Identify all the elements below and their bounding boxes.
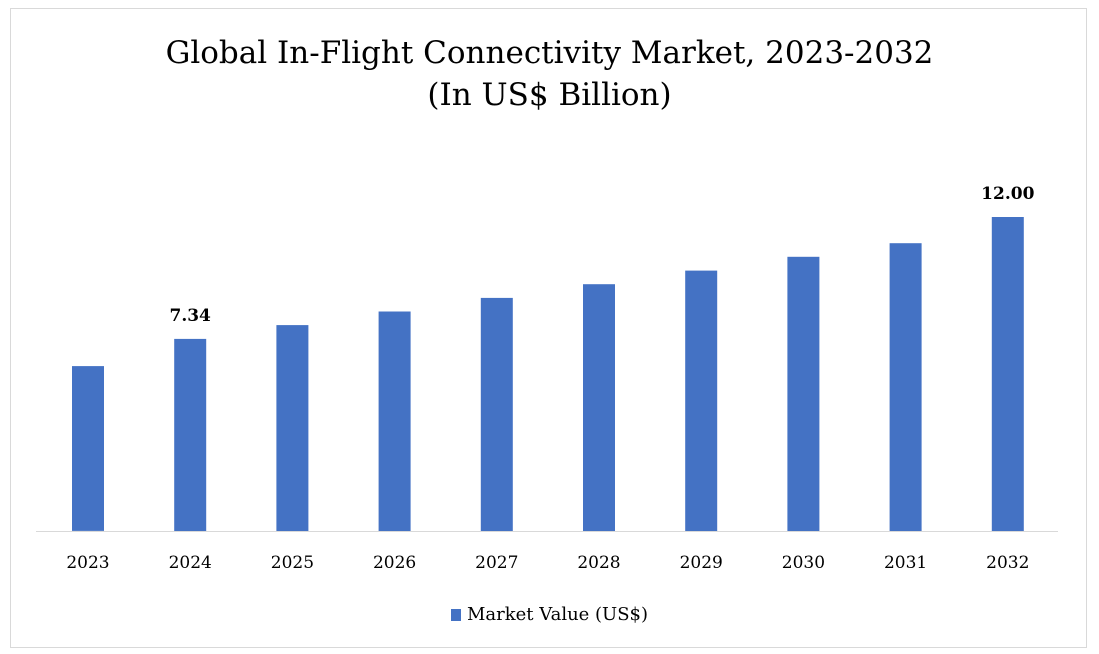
bar-2028 — [583, 284, 615, 531]
x-tick-label: 2027 — [475, 553, 518, 573]
bar-2027 — [480, 297, 513, 531]
data-label-2032: 12.00 — [981, 184, 1034, 204]
legend-swatch — [450, 609, 461, 621]
x-tick-label: 2030 — [782, 553, 825, 573]
bar-2025 — [276, 325, 309, 531]
x-tick-label: 2024 — [169, 553, 212, 573]
bar-2032 — [991, 217, 1024, 531]
bar-2030 — [787, 256, 820, 531]
legend: Market Value (US$) — [0, 604, 1099, 625]
legend-label: Market Value (US$) — [466, 604, 649, 625]
bar-2029 — [685, 270, 718, 531]
x-tick-label: 2023 — [66, 553, 109, 573]
x-tick-label: 2029 — [680, 553, 723, 573]
chart-subtitle: (In US$ Billion) — [427, 77, 672, 113]
x-tick-label: 2026 — [373, 553, 416, 573]
bar-2024 — [174, 338, 207, 531]
x-tick-label: 2028 — [577, 553, 620, 573]
bar-2026 — [378, 311, 411, 531]
data-label-2024: 7.34 — [169, 306, 211, 326]
x-tick-label: 2031 — [884, 553, 927, 573]
bar-2023 — [72, 366, 104, 531]
x-tick-label: 2025 — [271, 553, 314, 573]
bar-2031 — [889, 243, 922, 531]
x-tick-label: 2032 — [986, 553, 1029, 573]
chart-title: Global In-Flight Connectivity Market, 20… — [165, 35, 934, 71]
